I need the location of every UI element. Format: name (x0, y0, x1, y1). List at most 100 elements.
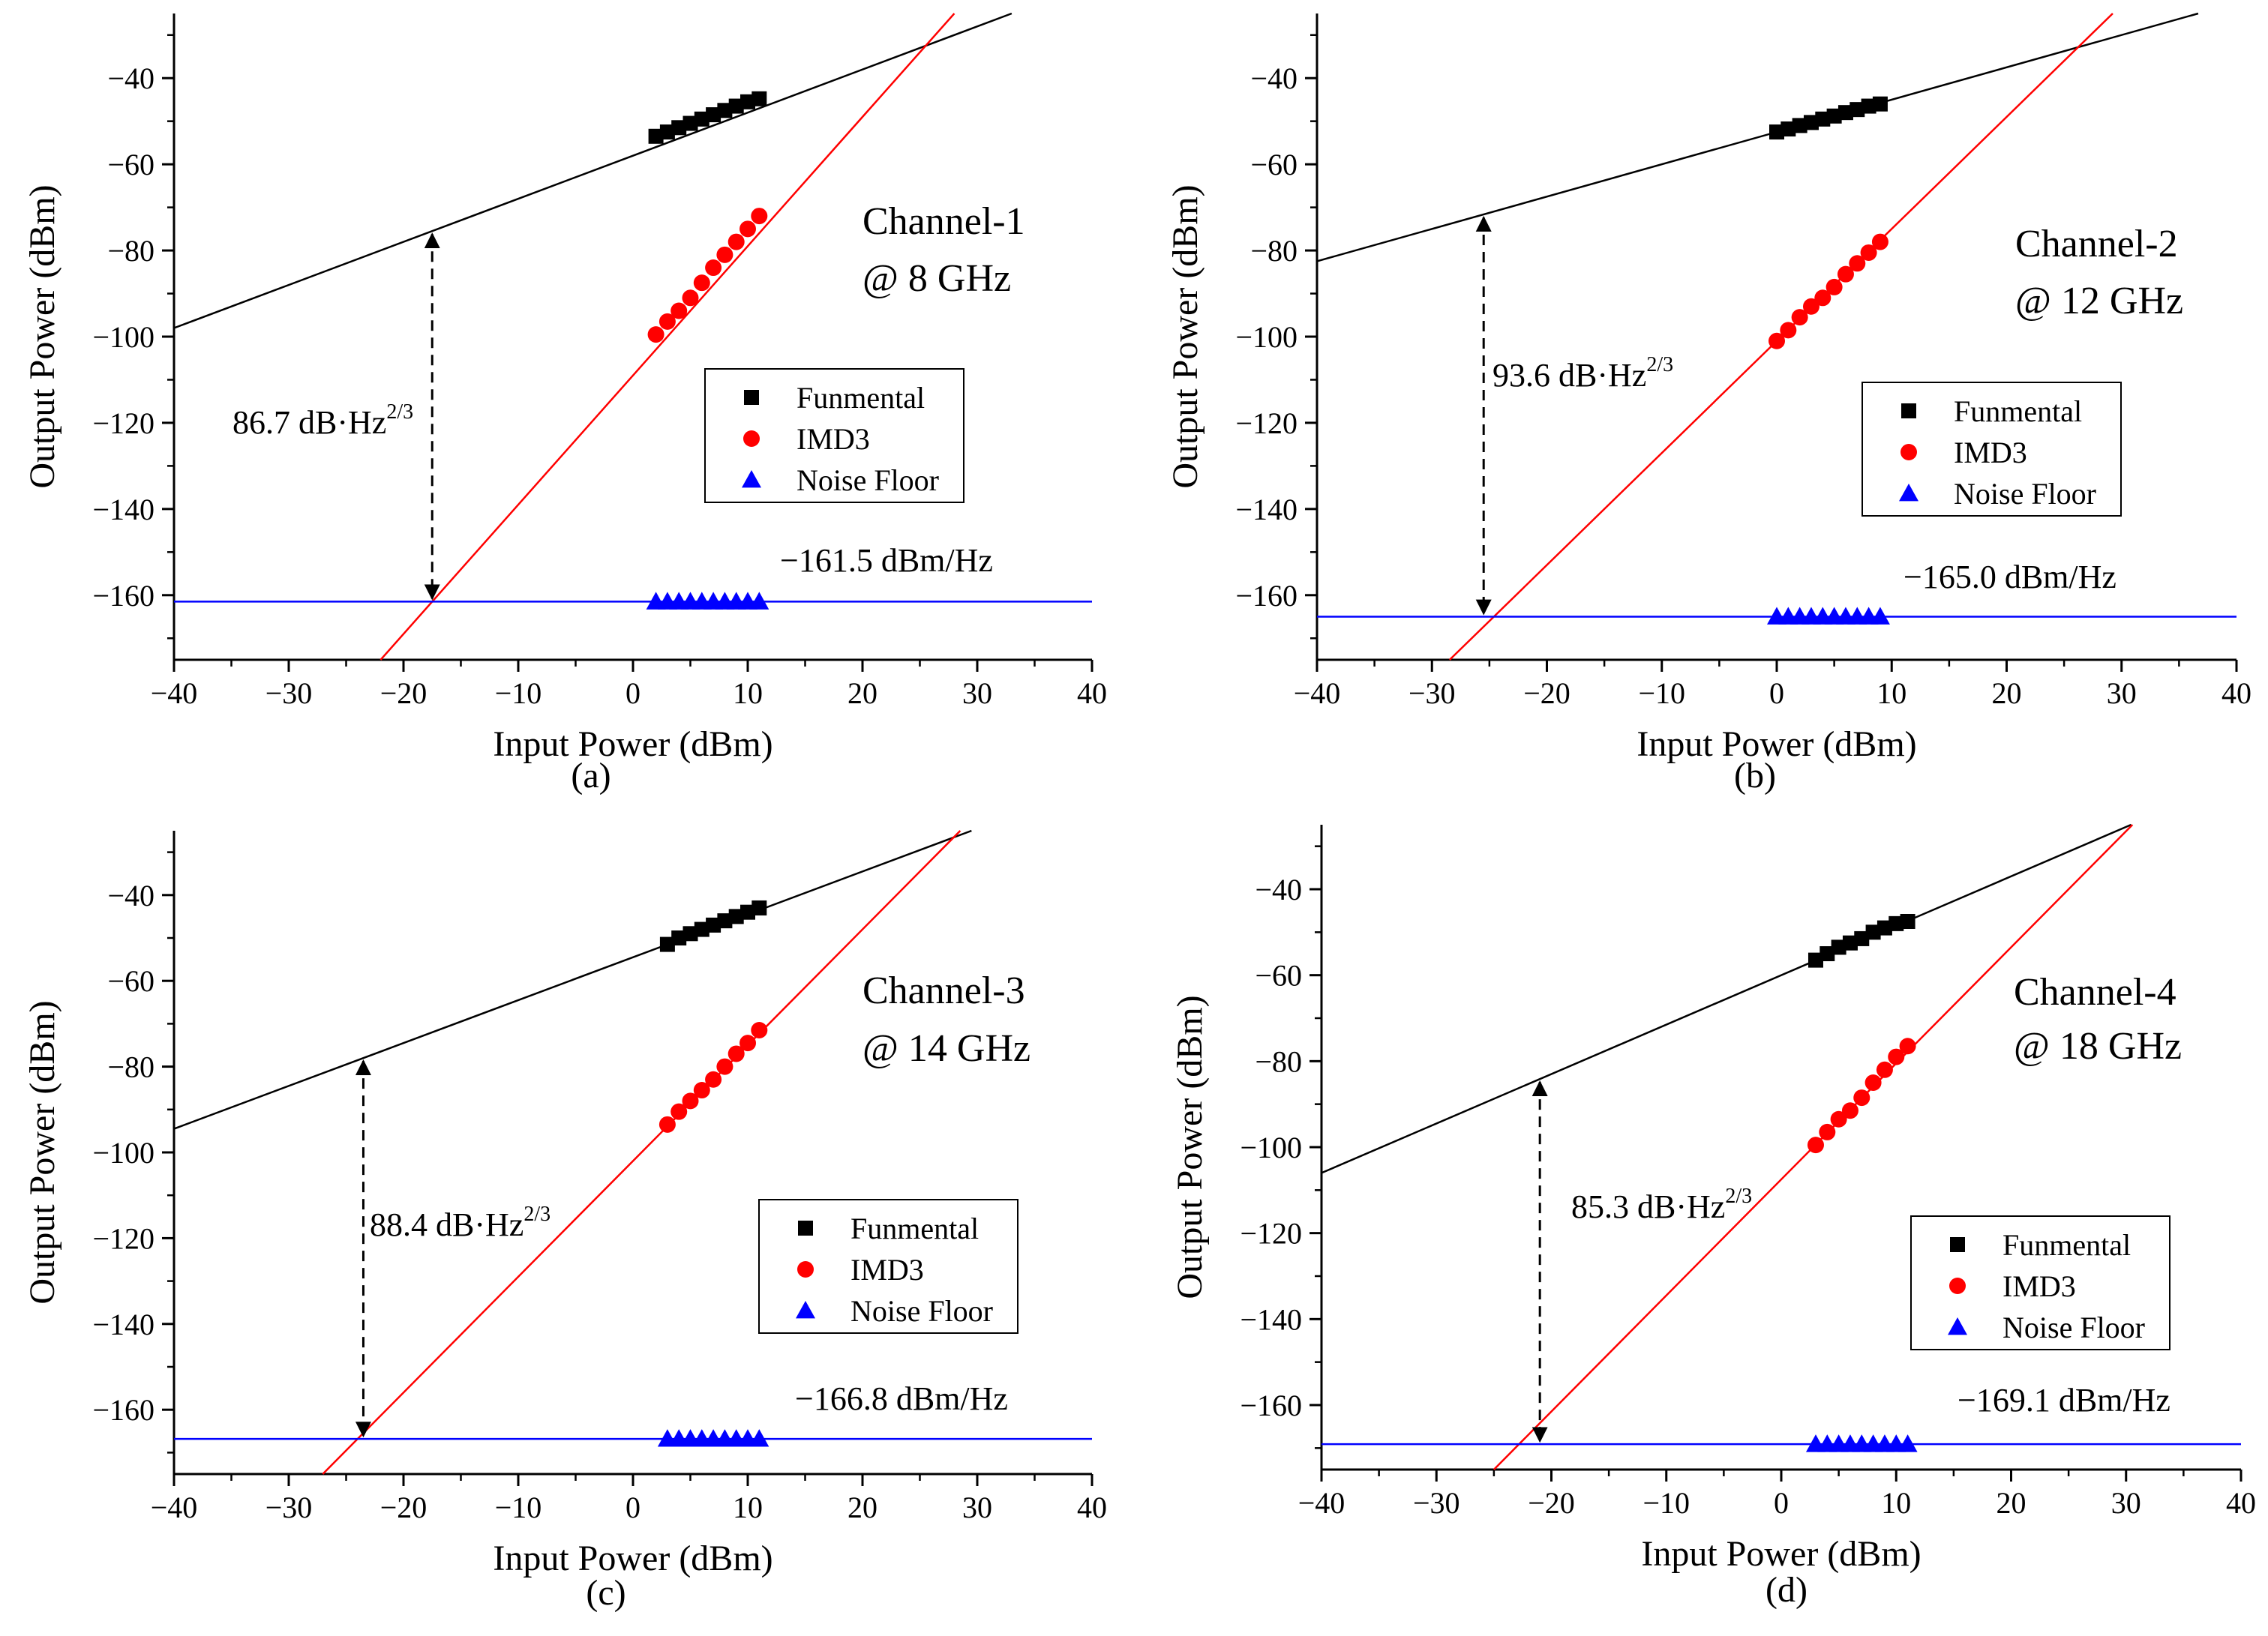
panel-label: (b) (1734, 756, 1776, 796)
fundamental-point (728, 909, 744, 924)
imd3-point (1807, 1137, 1824, 1154)
y-tick-label: −160 (92, 579, 154, 613)
fundamental-fit-line (173, 12, 1012, 329)
panel-label: (d) (1766, 1570, 1808, 1610)
fundamental-point (659, 124, 675, 140)
x-tick-label: −40 (1298, 1486, 1346, 1520)
fundamental-point (1888, 915, 1904, 931)
legend-label: Noise Floor (850, 1294, 993, 1328)
fundamental-point (1842, 935, 1858, 951)
fundamental-point (1900, 914, 1916, 929)
legend-marker-square (1901, 403, 1916, 418)
imd3-point (670, 302, 688, 319)
legend-label: IMD3 (2002, 1269, 2076, 1303)
y-tick-label: −160 (1240, 1389, 1302, 1422)
imd3-point (728, 233, 745, 250)
legend-marker-square (798, 1221, 813, 1236)
imd3-point (1791, 309, 1808, 326)
x-tick-label: 30 (2107, 676, 2137, 710)
noise-floor-label: −169.1 dBm/Hz (1958, 1382, 2170, 1419)
y-tick-label: −140 (92, 493, 154, 526)
imd3-point (1768, 332, 1785, 349)
fundamental-point (648, 128, 664, 144)
imd3-point (1826, 278, 1843, 295)
y-tick-label: −80 (1250, 234, 1298, 268)
x-axis-title: Input Power (dBm) (493, 1539, 772, 1578)
imd3-point (705, 1071, 722, 1088)
x-tick-label: −30 (1408, 676, 1456, 710)
sfdr-label: 93.6 dB·Hz2/3 (1492, 353, 1673, 394)
imd3-point (1849, 255, 1866, 272)
x-tick-label: 20 (1992, 676, 2022, 710)
x-tick-label: 0 (1769, 676, 1784, 710)
y-tick-label: −160 (1235, 579, 1298, 613)
x-tick-label: 20 (848, 676, 878, 710)
y-tick-label: −140 (92, 1308, 154, 1341)
x-tick-label: −40 (151, 1491, 198, 1524)
x-tick-label: 40 (1077, 1491, 1107, 1524)
x-tick-label: 40 (1077, 676, 1107, 710)
imd3-point (751, 208, 768, 225)
fundamental-fit-line (1316, 12, 2199, 262)
imd3-point (1876, 1061, 1893, 1078)
legend-label: IMD3 (1954, 436, 2027, 469)
imd3-point (1841, 1102, 1858, 1119)
y-tick-label: −40 (107, 879, 154, 912)
x-tick-label: 40 (2222, 676, 2252, 710)
fundamental-point (694, 921, 710, 937)
legend-label: Funmental (850, 1212, 979, 1245)
y-tick-label: −60 (107, 148, 154, 181)
fundamental-point (717, 103, 733, 118)
sfdr-label: 88.4 dB·Hz2/3 (370, 1203, 550, 1243)
x-tick-label: −30 (266, 676, 313, 710)
fundamental-point (752, 91, 767, 106)
x-tick-label: 10 (733, 1491, 763, 1524)
x-axis-title: Input Power (dBm) (1636, 724, 1916, 764)
fundamental-point (1803, 115, 1819, 130)
legend-marker-circle (1949, 1278, 1966, 1294)
x-tick-label: 0 (626, 1491, 640, 1524)
fundamental-point (1826, 108, 1842, 124)
x-tick-label: −10 (495, 676, 542, 710)
fundamental-point (1815, 111, 1831, 127)
x-tick-label: 0 (1774, 1486, 1789, 1520)
x-tick-label: 30 (962, 1491, 992, 1524)
imd3-point (1837, 265, 1854, 283)
channel-name: Channel-4 (2014, 971, 2176, 1014)
x-axis-title: Input Power (dBm) (1641, 1534, 1921, 1574)
imd3-point (658, 313, 676, 330)
legend-marker-square (1950, 1237, 1965, 1252)
y-tick-label: −120 (92, 1221, 154, 1255)
y-tick-label: −100 (92, 1136, 154, 1170)
noise-floor-point (749, 1429, 770, 1447)
x-tick-label: 10 (1876, 676, 1906, 710)
fundamental-point (694, 111, 710, 127)
x-tick-label: 40 (2226, 1486, 2256, 1520)
legend-marker-circle (1900, 444, 1917, 460)
imd3-point (1860, 244, 1877, 261)
imd3-fit-line (380, 13, 956, 661)
fundamental-fit-line (1321, 823, 2132, 1174)
y-axis-title: Output Power (dBm) (22, 184, 62, 488)
panel-c: −40 −30 −20 −10 0 10 20 30 40−40−60−80−100−120−1… (22, 829, 1107, 1613)
imd3-point (1802, 298, 1820, 315)
fundamental-point (1780, 121, 1796, 137)
imd3-point (1888, 1048, 1905, 1065)
y-tick-label: −160 (92, 1393, 154, 1427)
x-tick-label: −20 (380, 676, 428, 710)
imd3-point (670, 1103, 688, 1120)
channel-frequency: @ 18 GHz (2014, 1025, 2182, 1068)
sfdr-exponent: 2/3 (1725, 1185, 1752, 1208)
y-tick-label: −140 (1235, 493, 1298, 526)
x-tick-label: 10 (1881, 1486, 1911, 1520)
fundamental-point (1838, 105, 1853, 121)
imd3-point (1830, 1110, 1847, 1128)
channel-frequency: @ 8 GHz (862, 257, 1011, 300)
imd3-point (1780, 322, 1797, 339)
fundamental-point (1865, 924, 1881, 940)
legend-label: Funmental (796, 381, 925, 415)
x-tick-label: 20 (1996, 1486, 2026, 1520)
x-tick-label: 20 (848, 1491, 878, 1524)
x-tick-label: −20 (380, 1491, 428, 1524)
